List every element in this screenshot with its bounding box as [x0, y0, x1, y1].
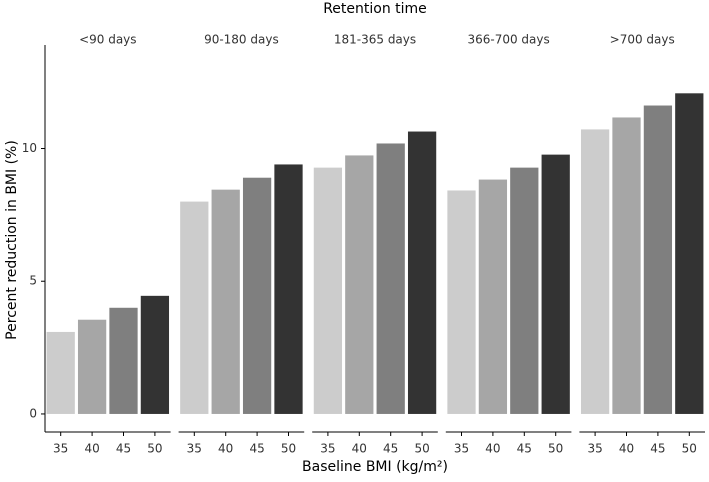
bar [580, 129, 610, 414]
x-tick-label: 35 [53, 442, 68, 456]
bar [109, 307, 138, 414]
x-tick-label: 35 [587, 442, 602, 456]
bar [77, 319, 107, 414]
bar [180, 201, 209, 414]
x-axis-label: Baseline BMI (kg/m²) [302, 459, 448, 475]
bar [510, 167, 539, 414]
x-tick-label: 40 [352, 442, 367, 456]
x-tick-label: 50 [414, 442, 429, 456]
bar [274, 164, 303, 414]
x-tick-label: 35 [454, 442, 469, 456]
facet-label: 366-700 days [467, 33, 549, 47]
x-tick-label: 50 [682, 442, 697, 456]
bar [447, 190, 476, 414]
bar [345, 155, 374, 414]
x-tick-label: 45 [249, 442, 264, 456]
facet-label: >700 days [610, 33, 675, 47]
x-tick-label: 45 [116, 442, 131, 456]
bar [675, 93, 704, 414]
x-tick-label: 40 [218, 442, 233, 456]
x-tick-label: 35 [187, 442, 202, 456]
bar [46, 331, 75, 414]
x-tick-label: 40 [619, 442, 634, 456]
chart-title: Retention time [323, 1, 427, 17]
bar [242, 177, 272, 414]
x-tick-label: 50 [548, 442, 563, 456]
x-tick-label: 40 [84, 442, 99, 456]
bar [313, 167, 343, 414]
x-tick-label: 40 [485, 442, 500, 456]
y-tick-label: 0 [29, 406, 37, 420]
bar [140, 295, 170, 414]
x-tick-label: 45 [650, 442, 665, 456]
bar [211, 189, 240, 414]
facet-label: 90-180 days [204, 33, 279, 47]
facet-label: <90 days [79, 33, 136, 47]
x-tick-label: 35 [320, 442, 335, 456]
y-tick-label: 5 [29, 274, 37, 288]
x-tick-label: 45 [517, 442, 532, 456]
bar [541, 154, 570, 414]
x-tick-label: 50 [281, 442, 296, 456]
y-tick-label: 10 [22, 141, 37, 155]
bar [478, 179, 508, 414]
bar [407, 131, 437, 414]
facet-label: 181-365 days [334, 33, 416, 47]
x-tick-label: 45 [383, 442, 398, 456]
y-axis-label: Percent reduction in BMI (%) [4, 140, 20, 340]
bar [643, 105, 673, 414]
bar [376, 143, 405, 414]
x-tick-label: 50 [147, 442, 162, 456]
bar [612, 117, 641, 414]
